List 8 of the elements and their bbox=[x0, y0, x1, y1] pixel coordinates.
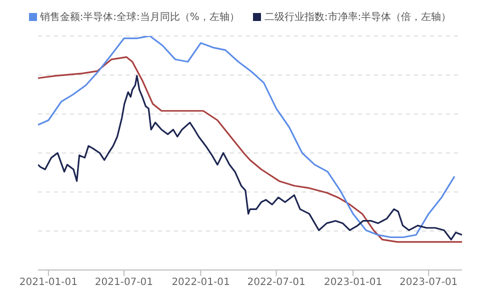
x-tick-label: 2023-07-01 bbox=[400, 277, 458, 288]
legend-label: 二级行业指数:市净率:半导体（倍，左轴） bbox=[264, 10, 452, 24]
x-tick-label: 2021-01-01 bbox=[19, 277, 78, 288]
x-tick-label: 2021-07-01 bbox=[94, 277, 154, 288]
legend-label: 销售金额:半导体:全球:当月同比（%，左轴） bbox=[40, 10, 240, 24]
x-tick-label: 2022-01-01 bbox=[172, 277, 230, 288]
x-tick-label: 2022-07-01 bbox=[247, 277, 306, 288]
x-tick-label: 2023-01-01 bbox=[324, 277, 382, 288]
